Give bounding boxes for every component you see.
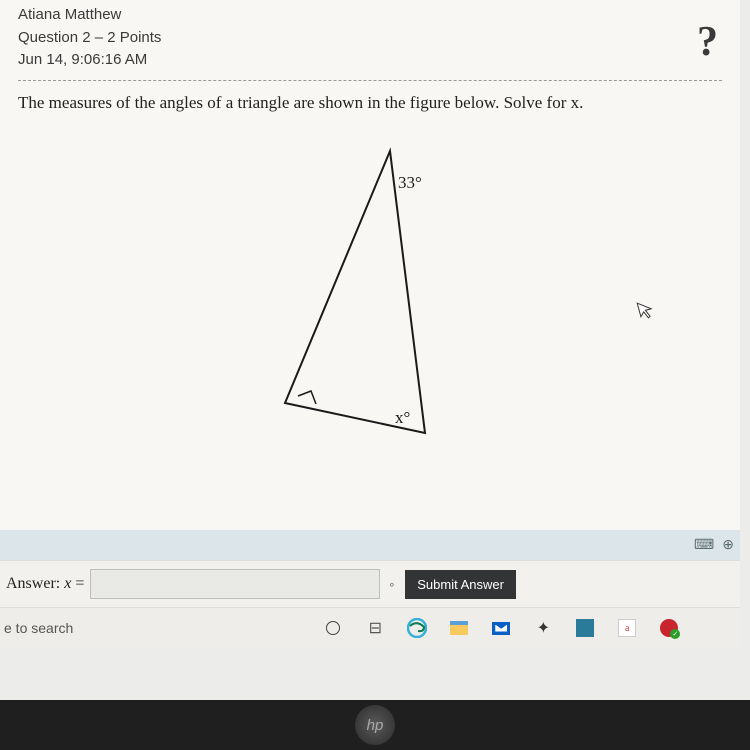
laptop-bezel: hp [0, 700, 750, 750]
task-view-icon[interactable]: ⊟ [361, 614, 389, 642]
cortana-icon[interactable] [319, 614, 347, 642]
edge-icon[interactable] [403, 614, 431, 642]
mini-toolbar: ⌨ ⊕ [0, 530, 740, 560]
app-icon[interactable]: a [613, 614, 641, 642]
help-icon[interactable]: ? [697, 18, 718, 66]
top-angle-label: 33° [398, 173, 422, 192]
problem-text: The measures of the angles of a triangle… [18, 93, 722, 113]
code-icon[interactable] [571, 614, 599, 642]
answer-bar: Answer: x = ∘ Submit Answer [0, 560, 740, 608]
answer-input[interactable] [90, 569, 380, 599]
submit-button[interactable]: Submit Answer [405, 570, 516, 599]
keyboard-icon[interactable]: ⌨ [694, 537, 714, 554]
triangle-figure: 33° x° [18, 123, 722, 463]
hp-logo: hp [355, 705, 395, 745]
file-explorer-icon[interactable] [445, 614, 473, 642]
question-number: Question 2 – 2 Points [18, 27, 722, 50]
antivirus-icon[interactable] [655, 614, 683, 642]
bottom-angle-label: x° [395, 408, 410, 427]
zoom-icon[interactable]: ⊕ [722, 537, 734, 554]
windows-taskbar: e to search ⊟ ✦ a [0, 608, 740, 648]
search-input-hint[interactable]: e to search [4, 620, 73, 636]
dropbox-icon[interactable]: ✦ [529, 614, 557, 642]
degree-mark: ∘ [388, 578, 395, 591]
answer-label: Answer: x = [6, 575, 84, 593]
divider [18, 80, 722, 81]
student-name: Atiana Matthew [18, 4, 722, 27]
timestamp: Jun 14, 9:06:16 AM [18, 49, 722, 72]
mail-icon[interactable] [487, 614, 515, 642]
content-area: Atiana Matthew Question 2 – 2 Points Jun… [0, 0, 740, 530]
question-header: Atiana Matthew Question 2 – 2 Points Jun… [18, 4, 722, 72]
